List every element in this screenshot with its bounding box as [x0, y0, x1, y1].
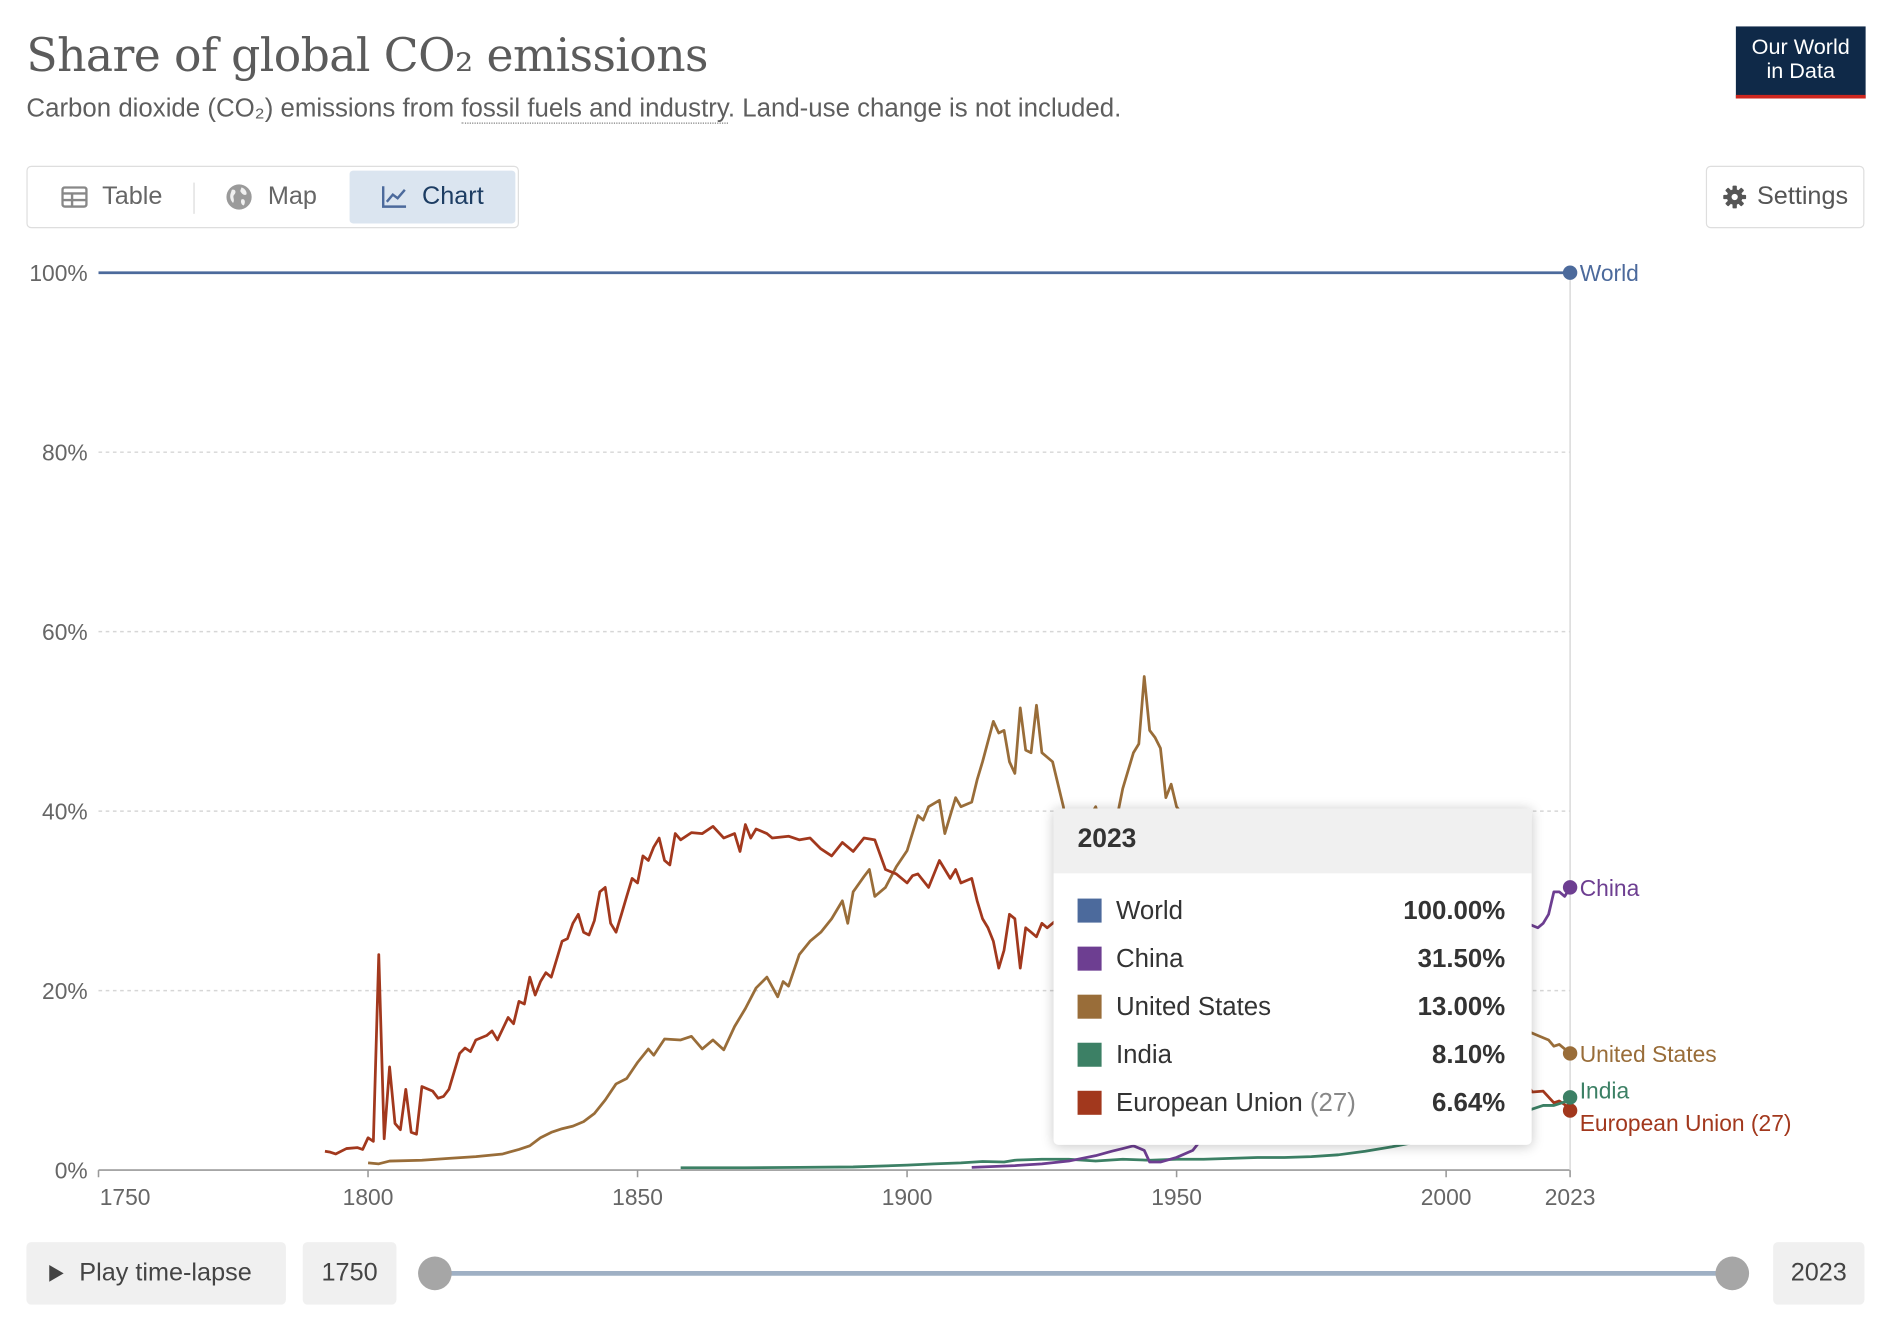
gear-icon [1722, 185, 1746, 209]
play-label: Play time-lapse [79, 1258, 252, 1287]
y-tick-label: 80% [42, 440, 88, 466]
x-tick-label: 1900 [882, 1184, 933, 1210]
tooltip-row: European Union (27) 6.64% [1077, 1086, 1506, 1120]
y-tick-label: 100% [29, 260, 87, 286]
tooltip-row: United States 13.00% [1077, 990, 1506, 1024]
tab-map-label: Map [267, 182, 317, 211]
view-tabs: Table Map Chart [26, 165, 519, 229]
tooltip-entity-name: India [1116, 1039, 1173, 1069]
start-year-box[interactable]: 1750 [302, 1242, 397, 1305]
series-end-dot-china [1562, 880, 1578, 895]
series-end-dot-united-states [1562, 1046, 1578, 1061]
tooltip-value: 31.50% [1417, 943, 1506, 973]
subtitle-text-end: . Land-use change is not included. [727, 93, 1122, 123]
y-axis-labels: 0% 20% 40% 60% 80% 100% [29, 260, 87, 1183]
series-label-world[interactable]: World [1580, 260, 1639, 286]
tab-table[interactable]: Table [61, 171, 162, 224]
chart-subtitle: Carbon dioxide (CO₂) emissions from foss… [26, 93, 1122, 124]
series-end-dot-india [1562, 1090, 1578, 1105]
line-chart: 0% 20% 40% 60% 80% 100% 1750 1800 1850 1900 1950 2… [29, 260, 1792, 1210]
timeline-slider-track[interactable] [434, 1270, 1733, 1276]
tooltip-entity-name: United States [1116, 991, 1272, 1021]
logo-line-1: Our World [1751, 34, 1850, 59]
tab-chart[interactable]: Chart [349, 170, 516, 224]
series-end-labels[interactable]: World United States European Union (27) Ind… [1580, 260, 1792, 1136]
tooltip-value: 6.64% [1431, 1087, 1506, 1117]
tooltip-value: 8.10% [1431, 1039, 1506, 1069]
play-icon [49, 1264, 64, 1282]
legend-swatch [1077, 994, 1102, 1019]
series-label-united-states[interactable]: United States [1580, 1041, 1717, 1067]
legend-swatch [1077, 1042, 1102, 1067]
series-label-european-union-27[interactable]: European Union (27) [1580, 1110, 1792, 1136]
end-year-label: 2023 [1790, 1258, 1847, 1287]
settings-label: Settings [1756, 182, 1849, 211]
tooltip-row: India 8.10% [1077, 1038, 1506, 1072]
x-axis: 1750 1800 1850 1900 1950 2000 2023 [97, 1169, 1596, 1210]
fossil-fuels-link[interactable]: fossil fuels and industry [461, 93, 728, 124]
series-label-china[interactable]: China [1580, 875, 1640, 901]
subtitle-text: Carbon dioxide (CO₂) emissions from [26, 93, 462, 123]
legend-swatch [1077, 898, 1102, 923]
table-icon [61, 186, 88, 208]
tab-chart-label: Chart [422, 182, 484, 211]
tab-divider [193, 182, 195, 214]
owid-logo[interactable]: Our World in Data [1735, 26, 1866, 99]
tooltip-entity-name: European Union (27) [1116, 1087, 1356, 1117]
x-tick-label: 1750 [100, 1184, 151, 1210]
end-year-box[interactable]: 2023 [1773, 1242, 1865, 1305]
tooltip: 2023 World 100.00% China 31.50% United State… [1053, 808, 1532, 1145]
globe-icon [226, 184, 252, 210]
tooltip-value: 13.00% [1417, 991, 1506, 1021]
series-label-india[interactable]: India [1580, 1078, 1630, 1104]
x-tick-label: 1950 [1151, 1184, 1202, 1210]
series-end-dot-world [1562, 265, 1578, 280]
tooltip-entity-name: China [1116, 943, 1184, 973]
tab-table-label: Table [102, 182, 163, 211]
tab-map[interactable]: Map [225, 171, 317, 224]
tooltip-entity-suffix: (27) [1302, 1087, 1356, 1117]
timeline-start-handle[interactable] [418, 1256, 452, 1291]
start-year-label: 1750 [321, 1258, 378, 1287]
y-tick-label: 60% [42, 619, 88, 645]
x-tick-label: 1800 [343, 1184, 394, 1210]
legend-swatch [1077, 1090, 1102, 1115]
y-tick-label: 0% [55, 1157, 88, 1183]
tooltip-row: China 31.50% [1077, 942, 1506, 976]
y-tick-label: 40% [42, 799, 88, 825]
timeline-end-handle[interactable] [1715, 1256, 1750, 1291]
series-line-european-union-27[interactable] [324, 823, 1572, 1156]
tooltip-year: 2023 [1053, 808, 1532, 874]
play-timelapse-button[interactable]: Play time-lapse [26, 1242, 286, 1305]
line-chart-icon [382, 186, 407, 208]
tooltip-entity-name: World [1116, 895, 1183, 925]
x-tick-label: 2000 [1421, 1184, 1472, 1210]
chart-title: Share of global CO₂ emissions [26, 28, 708, 82]
y-tick-label: 20% [42, 978, 88, 1004]
legend-swatch [1077, 946, 1102, 971]
x-tick-label: 2023 [1545, 1184, 1596, 1210]
tooltip-value: 100.00% [1403, 895, 1506, 925]
series-end-dot-european-union-27 [1562, 1103, 1578, 1118]
x-tick-label: 1850 [612, 1184, 663, 1210]
logo-line-2: in Data [1766, 58, 1836, 83]
tooltip-row: World 100.00% [1077, 894, 1506, 928]
settings-button[interactable]: Settings [1705, 165, 1865, 229]
